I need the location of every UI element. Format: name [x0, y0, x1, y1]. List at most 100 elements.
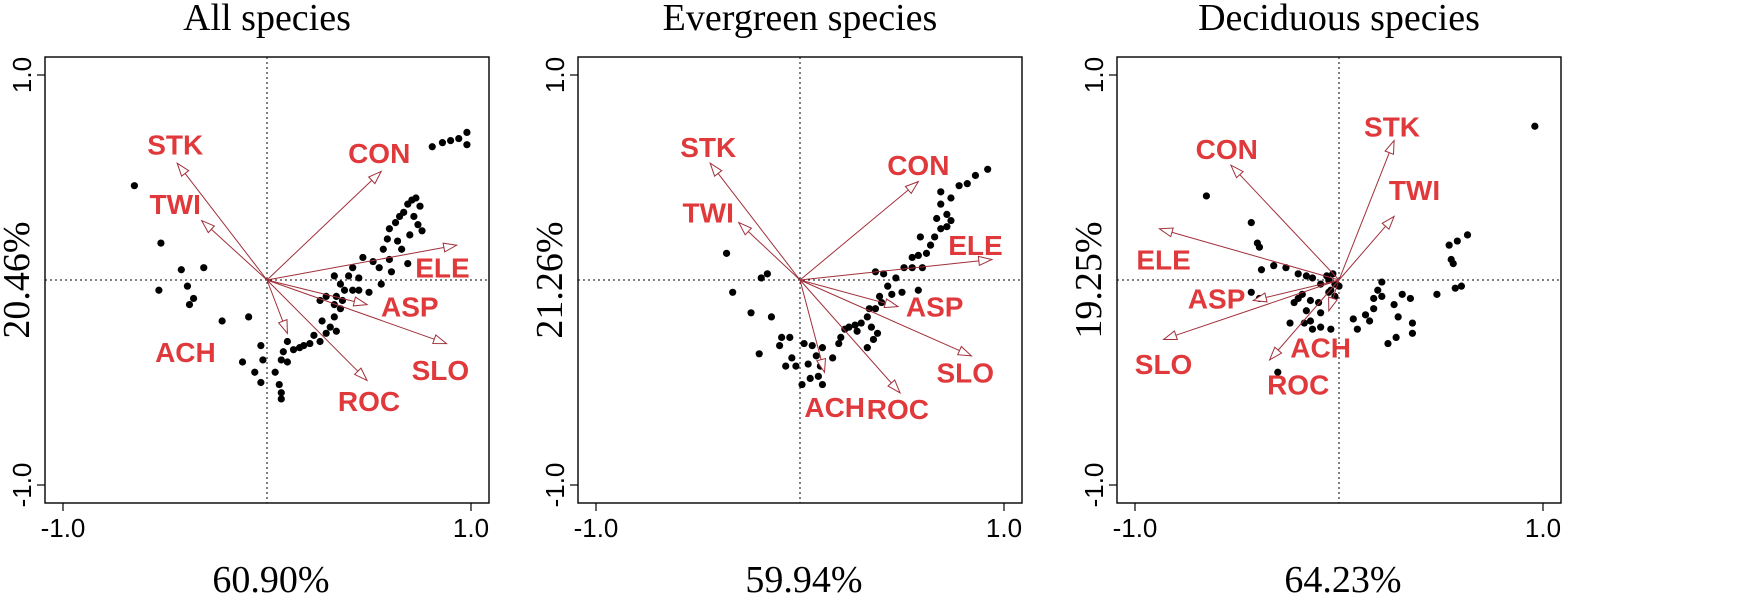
data-point	[238, 358, 247, 366]
data-point	[1451, 284, 1459, 292]
data-point	[1378, 278, 1386, 286]
data-point	[326, 323, 334, 331]
data-point	[729, 288, 737, 296]
data-point	[340, 286, 349, 294]
data-point	[1408, 329, 1417, 337]
data-point	[379, 245, 387, 253]
data-point	[1378, 292, 1386, 300]
point-series	[130, 128, 471, 403]
data-point	[1202, 192, 1210, 200]
data-point	[786, 333, 794, 341]
vector-roc: ROC	[266, 279, 400, 417]
data-point	[1406, 294, 1414, 303]
vector-label: ACH	[804, 392, 865, 423]
data-point	[391, 219, 400, 227]
data-point	[245, 313, 253, 321]
data-point	[778, 333, 786, 341]
data-point	[798, 380, 806, 389]
data-point	[963, 180, 971, 188]
vector-con: CON	[799, 150, 949, 281]
arrow-head	[887, 379, 902, 394]
data-point	[1286, 319, 1294, 327]
data-point	[418, 227, 426, 235]
arrow-head	[432, 334, 448, 345]
panel-title: All species	[183, 0, 351, 39]
data-point	[277, 389, 285, 397]
panel-title: Deciduous species	[1198, 0, 1480, 39]
data-point	[922, 249, 931, 257]
vector-asp: ASP	[1188, 279, 1340, 314]
vector-line	[201, 220, 268, 281]
data-point	[757, 274, 765, 282]
y-tick-label: 1.0	[1079, 57, 1109, 93]
vector-roc: ROC	[799, 279, 929, 425]
data-point	[863, 344, 871, 352]
data-point	[306, 339, 314, 348]
vector-label: STK	[680, 132, 736, 163]
data-point	[377, 280, 385, 288]
data-point	[871, 305, 880, 313]
vector-line	[266, 170, 382, 281]
y-axis-label: 21.26%	[529, 221, 571, 338]
vector-roc: ROC	[1267, 279, 1340, 401]
data-point	[257, 342, 265, 350]
data-point	[863, 313, 871, 321]
data-point	[1317, 323, 1325, 331]
vector-line	[176, 162, 268, 281]
data-point	[763, 270, 771, 278]
vector-label: ACH	[155, 337, 216, 368]
vector-line	[1163, 279, 1340, 340]
vector-slo: SLO	[799, 279, 994, 388]
data-point	[393, 237, 402, 245]
data-point	[888, 290, 896, 298]
data-point	[867, 323, 876, 331]
vector-asp: ASP	[799, 279, 964, 323]
vector-line	[1338, 140, 1395, 281]
x-axis-label: 64.23%	[1284, 559, 1401, 600]
data-point	[455, 134, 463, 143]
data-point	[349, 264, 357, 272]
data-point	[937, 225, 945, 233]
vector-line	[799, 279, 825, 373]
data-point	[400, 208, 408, 216]
data-point	[355, 286, 363, 294]
panel-3: Deciduous species -1.0 1.0 -1.0 1.0 64.23% 19.…	[1068, 0, 1562, 600]
vector-ach: ACH	[155, 279, 288, 368]
vector-label: CON	[1196, 134, 1258, 165]
arrow-head	[352, 296, 369, 307]
vector-ach: ACH	[799, 279, 865, 423]
data-point	[918, 264, 927, 272]
data-point	[463, 141, 471, 149]
arrow-head	[277, 318, 288, 335]
data-point	[808, 342, 816, 350]
data-point	[183, 282, 192, 290]
data-point	[189, 294, 198, 303]
data-point	[914, 251, 922, 259]
data-point	[283, 358, 291, 366]
data-point	[318, 317, 326, 325]
data-point	[755, 350, 763, 358]
data-point	[1370, 294, 1378, 303]
data-point	[283, 337, 291, 346]
vector-label: SLO	[412, 355, 470, 386]
data-point	[1408, 319, 1417, 327]
panel-1: All species -1.0 1.0 -1.0 1.0 60.90% 20.46% STK…	[0, 0, 490, 600]
data-point	[1327, 325, 1335, 333]
vector-asp: ASP	[266, 279, 439, 323]
data-point	[804, 360, 812, 368]
data-point	[322, 329, 330, 337]
vector-label: ASP	[906, 292, 964, 323]
data-point	[1457, 282, 1465, 290]
vector-line	[1159, 228, 1340, 281]
vector-line	[738, 222, 801, 281]
vector-line	[799, 181, 919, 281]
data-point	[463, 128, 471, 136]
data-point	[869, 335, 878, 344]
arrow-head	[1158, 227, 1174, 238]
data-point	[412, 194, 420, 202]
vector-twi: TWI	[683, 197, 801, 281]
vector-con: CON	[1196, 134, 1340, 281]
data-point	[875, 292, 884, 300]
data-point	[1463, 231, 1472, 239]
